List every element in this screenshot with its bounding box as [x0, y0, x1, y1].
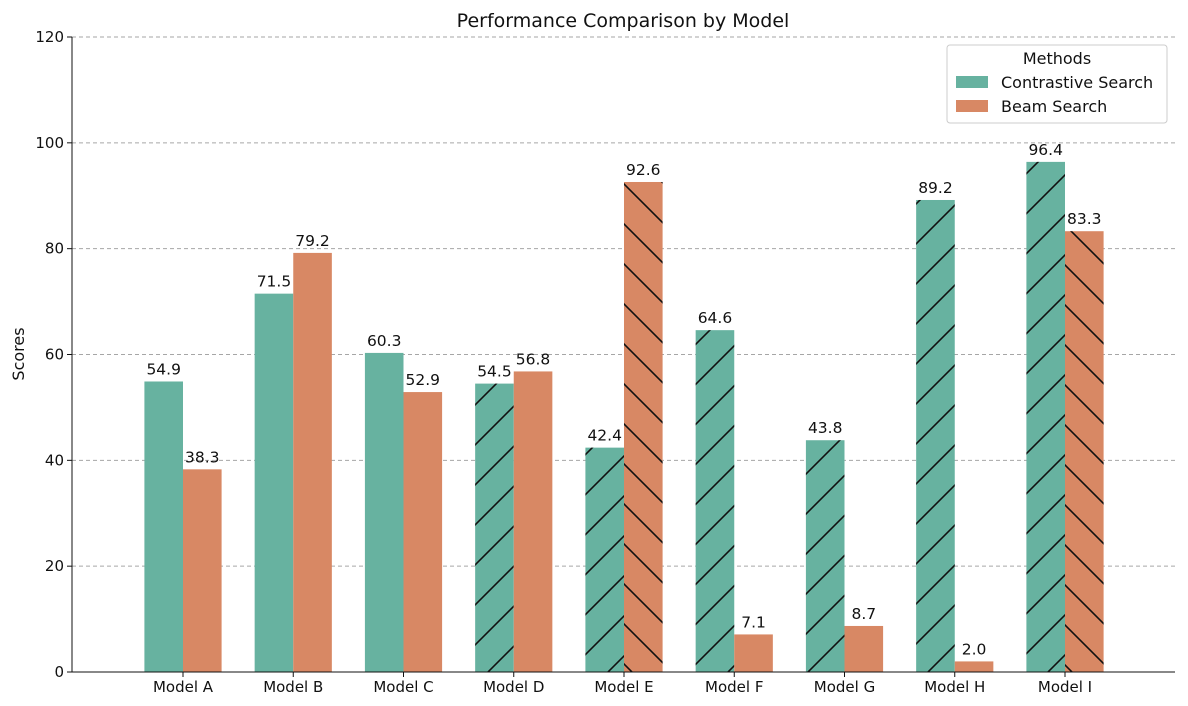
- bar-hatch: [1065, 231, 1104, 672]
- bars: [144, 161, 1104, 672]
- chart-title: Performance Comparison by Model: [457, 10, 790, 32]
- bar-value-label: 8.7: [851, 605, 876, 623]
- bar-value-label: 7.1: [741, 613, 766, 631]
- bar-beam-search: [1065, 231, 1104, 672]
- y-axis-title: Scores: [9, 327, 28, 380]
- y-tick-label: 40: [45, 451, 64, 469]
- x-tick-label: Model A: [153, 678, 214, 696]
- y-tick-label: 80: [45, 240, 64, 258]
- y-tick-label: 0: [54, 663, 64, 681]
- legend-swatch-beam: [956, 100, 988, 112]
- legend-box: [946, 44, 1168, 124]
- bar-beam-search: [954, 661, 994, 672]
- bar-contrastive-search: [695, 330, 735, 672]
- x-tick-label: Model I: [1038, 678, 1092, 696]
- bar-beam-search: [513, 371, 553, 672]
- y-tick-label: 100: [35, 134, 64, 152]
- legend-label-contrastive: Contrastive Search: [1001, 73, 1153, 92]
- x-tick-label: Model G: [814, 678, 875, 696]
- bar-contrastive-search: [475, 383, 514, 672]
- axes: [67, 36, 1175, 677]
- bar-fill: [254, 293, 294, 672]
- bar-hatch: [1026, 161, 1065, 672]
- bar-fill: [954, 661, 994, 672]
- bar-beam-search: [624, 181, 663, 672]
- bar-contrastive-search: [254, 293, 294, 672]
- bar-value-label: 43.8: [808, 419, 843, 437]
- bar-contrastive-search: [916, 199, 955, 672]
- bar-fill: [734, 634, 773, 672]
- bar-labels: 54.9 71.5 60.3 54.5 42.4 64.6 43.8 89.2 96.4 38.3…: [146, 141, 1101, 659]
- bar-fill: [513, 371, 553, 672]
- x-tick-label: Model F: [705, 678, 763, 696]
- legend-label-beam: Beam Search: [1001, 97, 1107, 116]
- bar-contrastive-search: [805, 440, 845, 672]
- bar-beam-search: [183, 469, 222, 672]
- bar-hatch: [805, 440, 845, 672]
- bar-fill: [364, 352, 404, 672]
- bar-value-label: 56.8: [516, 350, 551, 368]
- bar-value-label: 52.9: [406, 371, 441, 389]
- bar-value-label: 71.5: [257, 273, 292, 291]
- bar-value-label: 60.3: [367, 332, 402, 350]
- bar-fill: [183, 469, 222, 672]
- bar-contrastive-search: [585, 447, 624, 672]
- bar-hatch: [695, 330, 735, 672]
- bar-value-label: 96.4: [1028, 141, 1063, 159]
- bar-value-label: 54.5: [477, 363, 512, 381]
- bar-hatch: [585, 447, 624, 672]
- x-tick-label: Model B: [263, 678, 323, 696]
- x-tick-label: Model C: [373, 678, 433, 696]
- bar-fill: [293, 252, 332, 672]
- bar-value-label: 42.4: [587, 427, 622, 445]
- bar-hatch: [475, 383, 514, 672]
- legend-swatch-contrastive: [956, 76, 988, 88]
- legend: Methods Contrastive Search Beam Search: [946, 44, 1168, 124]
- bar-fill: [403, 392, 443, 672]
- legend-title: Methods: [1023, 49, 1091, 68]
- y-tick-labels: 0 20 40 60 80 100 120: [35, 28, 64, 681]
- bar-contrastive-search: [144, 381, 183, 672]
- bar-beam-search: [293, 252, 332, 672]
- bar-value-label: 2.0: [962, 640, 987, 658]
- bar-value-label: 38.3: [185, 448, 220, 466]
- bar-contrastive-search: [1026, 161, 1065, 672]
- bar-value-label: 54.9: [146, 360, 181, 378]
- x-tick-label: Model D: [483, 678, 544, 696]
- bar-value-label: 89.2: [918, 179, 953, 197]
- bar-value-label: 79.2: [295, 232, 330, 250]
- bar-hatch: [916, 199, 955, 672]
- y-tick-label: 20: [45, 557, 64, 575]
- bar-contrastive-search: [364, 352, 404, 672]
- x-tick-labels: Model A Model B Model C Model D Model E Model…: [153, 678, 1092, 696]
- bar-beam-search: [844, 625, 884, 672]
- bar-value-label: 83.3: [1067, 210, 1102, 228]
- bar-value-label: 64.6: [698, 309, 733, 327]
- bar-beam-search: [734, 634, 773, 672]
- y-tick-label: 60: [45, 346, 64, 364]
- bar-fill: [144, 381, 183, 672]
- x-tick-label: Model E: [594, 678, 653, 696]
- x-tick-label: Model H: [924, 678, 985, 696]
- bar-fill: [844, 625, 884, 672]
- bar-beam-search: [403, 392, 443, 672]
- bar-hatch: [624, 181, 663, 672]
- bar-value-label: 92.6: [626, 161, 661, 179]
- y-tick-label: 120: [35, 28, 64, 46]
